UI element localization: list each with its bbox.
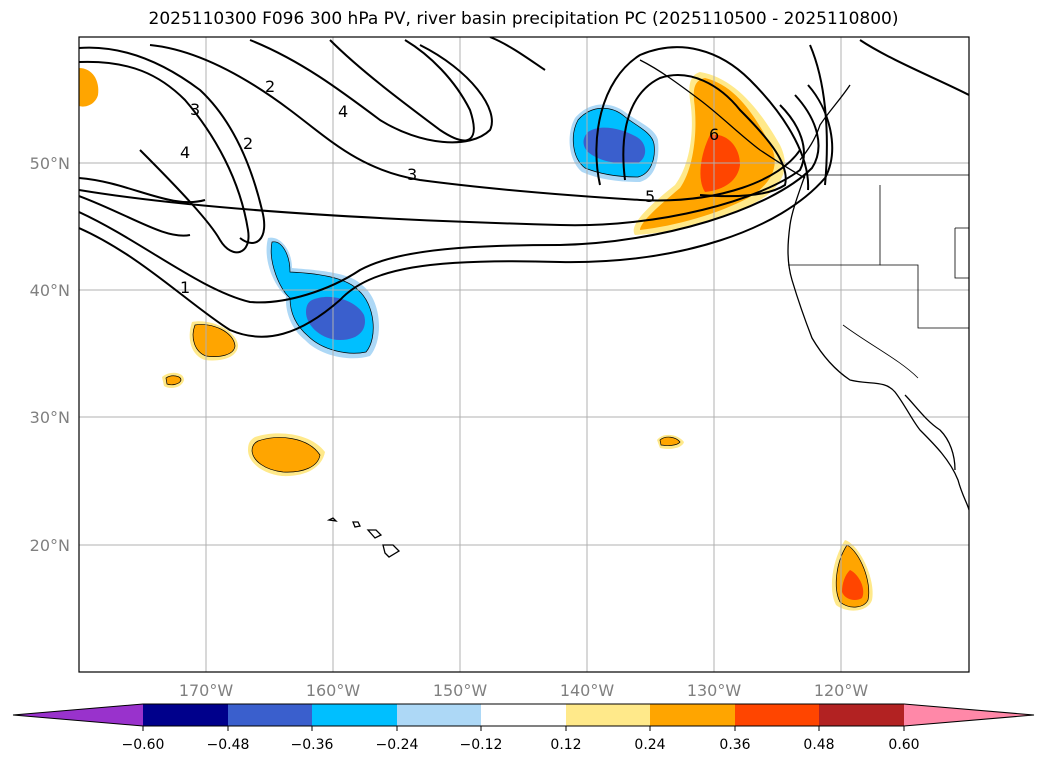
colorbar-tick-label: −0.36 <box>291 737 334 753</box>
precip-shading <box>79 68 873 611</box>
contour-label: 4 <box>180 143 190 162</box>
colorbar-tick-label: 0.24 <box>634 737 665 753</box>
lon-label-120w: 120°W <box>814 681 869 700</box>
colorbar-tick-label: −0.12 <box>460 737 503 753</box>
contour-label: 3 <box>407 165 417 184</box>
colorbar-segment <box>650 704 735 726</box>
lat-label-50n: 50°N <box>30 154 70 173</box>
colorbar-tick-label: 0.36 <box>719 737 750 753</box>
lon-label-130w: 130°W <box>687 681 742 700</box>
contour-label: 4 <box>338 102 348 121</box>
lat-label-30n: 30°N <box>30 408 70 427</box>
colorbar-extend-left <box>13 704 143 726</box>
map-frame <box>78 36 970 673</box>
lon-label-170w: 170°W <box>179 681 234 700</box>
map-title: 2025110300 F096 300 hPa PV, river basin … <box>148 9 899 29</box>
colorbar-tick-label: −0.24 <box>376 737 419 753</box>
colorbar-segment <box>312 704 397 726</box>
colorbar: −0.60 −0.48 −0.36 −0.24 −0.12 0.12 0.24 … <box>12 703 1035 753</box>
colorbar-tick-label: 0.48 <box>803 737 834 753</box>
latitude-labels: 50°N 40°N 30°N 20°N <box>30 154 70 555</box>
contour-labels: 1 2 2 3 3 4 4 5 6 <box>180 77 719 297</box>
coastline <box>326 59 969 558</box>
colorbar-segment <box>819 704 904 726</box>
contour-label: 2 <box>243 134 253 153</box>
contour-label: 6 <box>709 125 719 144</box>
lat-label-20n: 20°N <box>30 536 70 555</box>
political-borders <box>788 174 969 379</box>
colorbar-tick-label: 0.60 <box>888 737 919 753</box>
colorbar-segment <box>566 704 650 726</box>
lon-label-160w: 160°W <box>306 681 361 700</box>
colorbar-tick-label: −0.48 <box>207 737 250 753</box>
contour-label: 3 <box>190 100 200 119</box>
contour-label: 5 <box>645 187 655 206</box>
lon-label-140w: 140°W <box>560 681 615 700</box>
contour-label: 2 <box>265 77 275 96</box>
lat-label-40n: 40°N <box>30 281 70 300</box>
lon-label-150w: 150°W <box>433 681 488 700</box>
colorbar-segment <box>397 704 481 726</box>
colorbar-segment <box>481 704 566 726</box>
colorbar-segment <box>735 704 819 726</box>
contour-label: 1 <box>180 278 190 297</box>
colorbar-segment <box>228 704 312 726</box>
colorbar-tick-label: 0.12 <box>550 737 581 753</box>
colorbar-segment <box>143 704 228 726</box>
colorbar-tick-label: −0.60 <box>122 737 165 753</box>
pv-contours <box>79 37 969 338</box>
colorbar-extend-right <box>904 704 1034 726</box>
longitude-labels: 170°W 160°W 150°W 140°W 130°W 120°W <box>179 681 869 700</box>
